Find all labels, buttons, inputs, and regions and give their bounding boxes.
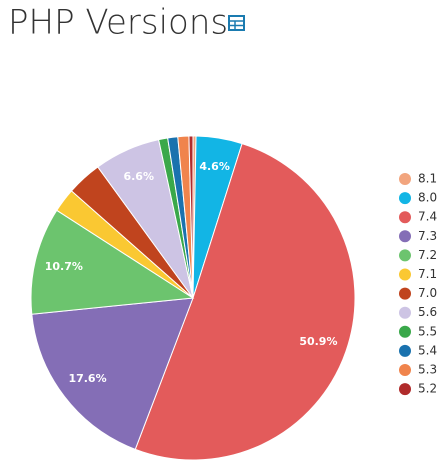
legend-swatch: [399, 306, 411, 319]
legend-label: 7.1: [418, 267, 437, 281]
legend-label: 5.2: [418, 382, 437, 396]
pie-slice: [134, 142, 356, 461]
legend-label: 7.2: [418, 248, 437, 262]
legend-swatch: [399, 364, 411, 376]
legend-label: 5.3: [418, 363, 437, 377]
legend-label: 8.0: [418, 191, 437, 205]
slice-label: 50.9%: [299, 335, 337, 348]
pie-slice: [31, 297, 194, 451]
slice-label: 6.6%: [123, 170, 154, 183]
slice-label: 4.6%: [199, 160, 230, 173]
legend-swatch: [399, 173, 411, 185]
pie-slice: [30, 209, 195, 315]
legend-label: 5.6: [418, 305, 437, 319]
chart-title: PHP Versions: [8, 3, 228, 43]
legend-label: 5.5: [418, 324, 437, 338]
legend-label: 7.3: [418, 229, 437, 243]
legend-swatch: [399, 383, 411, 396]
legend-swatch: [399, 230, 411, 243]
legend-swatch: [399, 325, 411, 338]
slice-label: 10.7%: [45, 260, 83, 273]
legend-swatch: [399, 268, 411, 281]
legend-label: 7.0: [418, 286, 437, 300]
legend-swatch: [399, 287, 411, 300]
legend-swatch: [399, 344, 411, 357]
legend-swatch: [399, 249, 411, 262]
legend-swatch: [399, 211, 411, 224]
slice-label: 17.6%: [68, 372, 106, 385]
pie-slice: [188, 135, 194, 299]
legend-label: 7.4: [418, 210, 437, 224]
legend-label: 5.4: [418, 343, 437, 357]
legend-swatch: [399, 192, 411, 205]
table-icon[interactable]: [228, 15, 245, 31]
legend-label: 8.1: [418, 172, 437, 186]
